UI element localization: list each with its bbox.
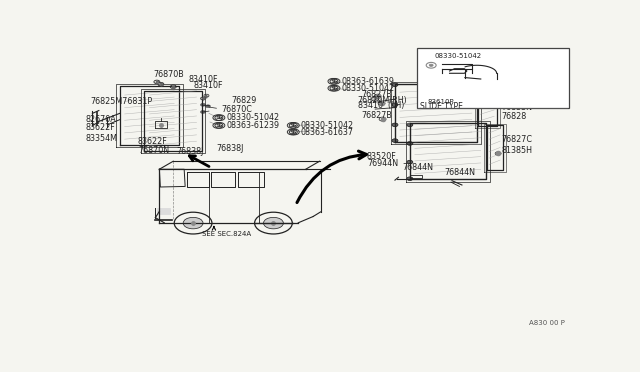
Bar	[157, 208, 170, 214]
Text: 08330-51042: 08330-51042	[434, 53, 481, 59]
Text: 08363-61637: 08363-61637	[301, 128, 354, 137]
Circle shape	[392, 123, 398, 126]
Text: S: S	[290, 123, 294, 128]
Text: S: S	[331, 79, 335, 84]
Circle shape	[200, 103, 205, 106]
Text: 76844N: 76844N	[445, 168, 476, 177]
Circle shape	[200, 110, 205, 113]
Circle shape	[264, 217, 284, 229]
Text: 76833N: 76833N	[502, 103, 532, 112]
Text: 08363-61639: 08363-61639	[341, 77, 394, 86]
Text: S: S	[290, 129, 294, 135]
Text: S: S	[218, 123, 222, 128]
Circle shape	[429, 64, 433, 67]
Circle shape	[183, 217, 203, 229]
Circle shape	[407, 177, 413, 180]
Text: 83410  (LH): 83410 (LH)	[358, 101, 404, 110]
Text: 82670A: 82670A	[86, 115, 116, 124]
Text: 83354M: 83354M	[86, 134, 118, 143]
Text: S: S	[216, 115, 220, 120]
Text: 76827C: 76827C	[502, 135, 532, 144]
Text: 76838J: 76838J	[216, 144, 244, 153]
Text: S: S	[333, 79, 337, 84]
Text: 76889 (RH): 76889 (RH)	[502, 92, 547, 101]
Text: 76944N: 76944N	[367, 159, 399, 168]
Text: 76828: 76828	[437, 76, 462, 85]
Circle shape	[407, 142, 413, 145]
Text: 76829: 76829	[231, 96, 257, 105]
Text: 83622F: 83622F	[137, 137, 167, 146]
Text: 76889M(LH): 76889M(LH)	[502, 97, 550, 106]
Circle shape	[205, 105, 211, 108]
FancyBboxPatch shape	[417, 48, 568, 108]
Circle shape	[392, 103, 398, 106]
Text: S: S	[218, 115, 222, 120]
Text: S: S	[331, 86, 335, 91]
Text: 76829M(RH): 76829M(RH)	[358, 96, 408, 105]
Text: 76870C: 76870C	[221, 105, 252, 114]
Text: SLIDE TYPE: SLIDE TYPE	[420, 102, 463, 111]
Text: 83410F: 83410F	[188, 75, 218, 84]
Text: 76827B: 76827B	[362, 111, 392, 120]
Text: 768310 (RH): 768310 (RH)	[502, 82, 552, 91]
Text: S: S	[292, 123, 296, 128]
Circle shape	[392, 83, 398, 86]
Text: 76838J: 76838J	[177, 147, 204, 156]
Text: S: S	[333, 86, 337, 91]
Text: 08363-61239: 08363-61239	[227, 121, 280, 130]
Text: 768320(LH): 768320(LH)	[502, 87, 548, 96]
Circle shape	[392, 139, 398, 142]
Text: 76825M76831P: 76825M76831P	[90, 97, 152, 106]
Text: 83520F: 83520F	[367, 153, 396, 161]
Circle shape	[407, 123, 413, 126]
Text: S: S	[292, 129, 296, 135]
Text: 76844N: 76844N	[403, 163, 433, 172]
Text: S: S	[216, 123, 220, 128]
Text: 83410F: 83410F	[193, 81, 223, 90]
Text: 08330-51042: 08330-51042	[227, 113, 280, 122]
Text: 81385H: 81385H	[502, 146, 532, 155]
Text: SEE SEC.824A: SEE SEC.824A	[202, 231, 251, 237]
Text: A830 00 P: A830 00 P	[529, 320, 565, 326]
Text: S: S	[425, 54, 429, 59]
Text: 76828: 76828	[502, 112, 527, 121]
Text: 76870B: 76870B	[154, 70, 184, 79]
Circle shape	[407, 160, 413, 164]
Text: 08330-51042: 08330-51042	[301, 121, 354, 130]
Text: 08330-51042: 08330-51042	[341, 84, 394, 93]
Text: 76827B: 76827B	[362, 90, 392, 99]
Text: 83610P: 83610P	[428, 99, 454, 105]
Text: 83622F: 83622F	[86, 123, 116, 132]
Text: 76870N: 76870N	[138, 145, 170, 154]
